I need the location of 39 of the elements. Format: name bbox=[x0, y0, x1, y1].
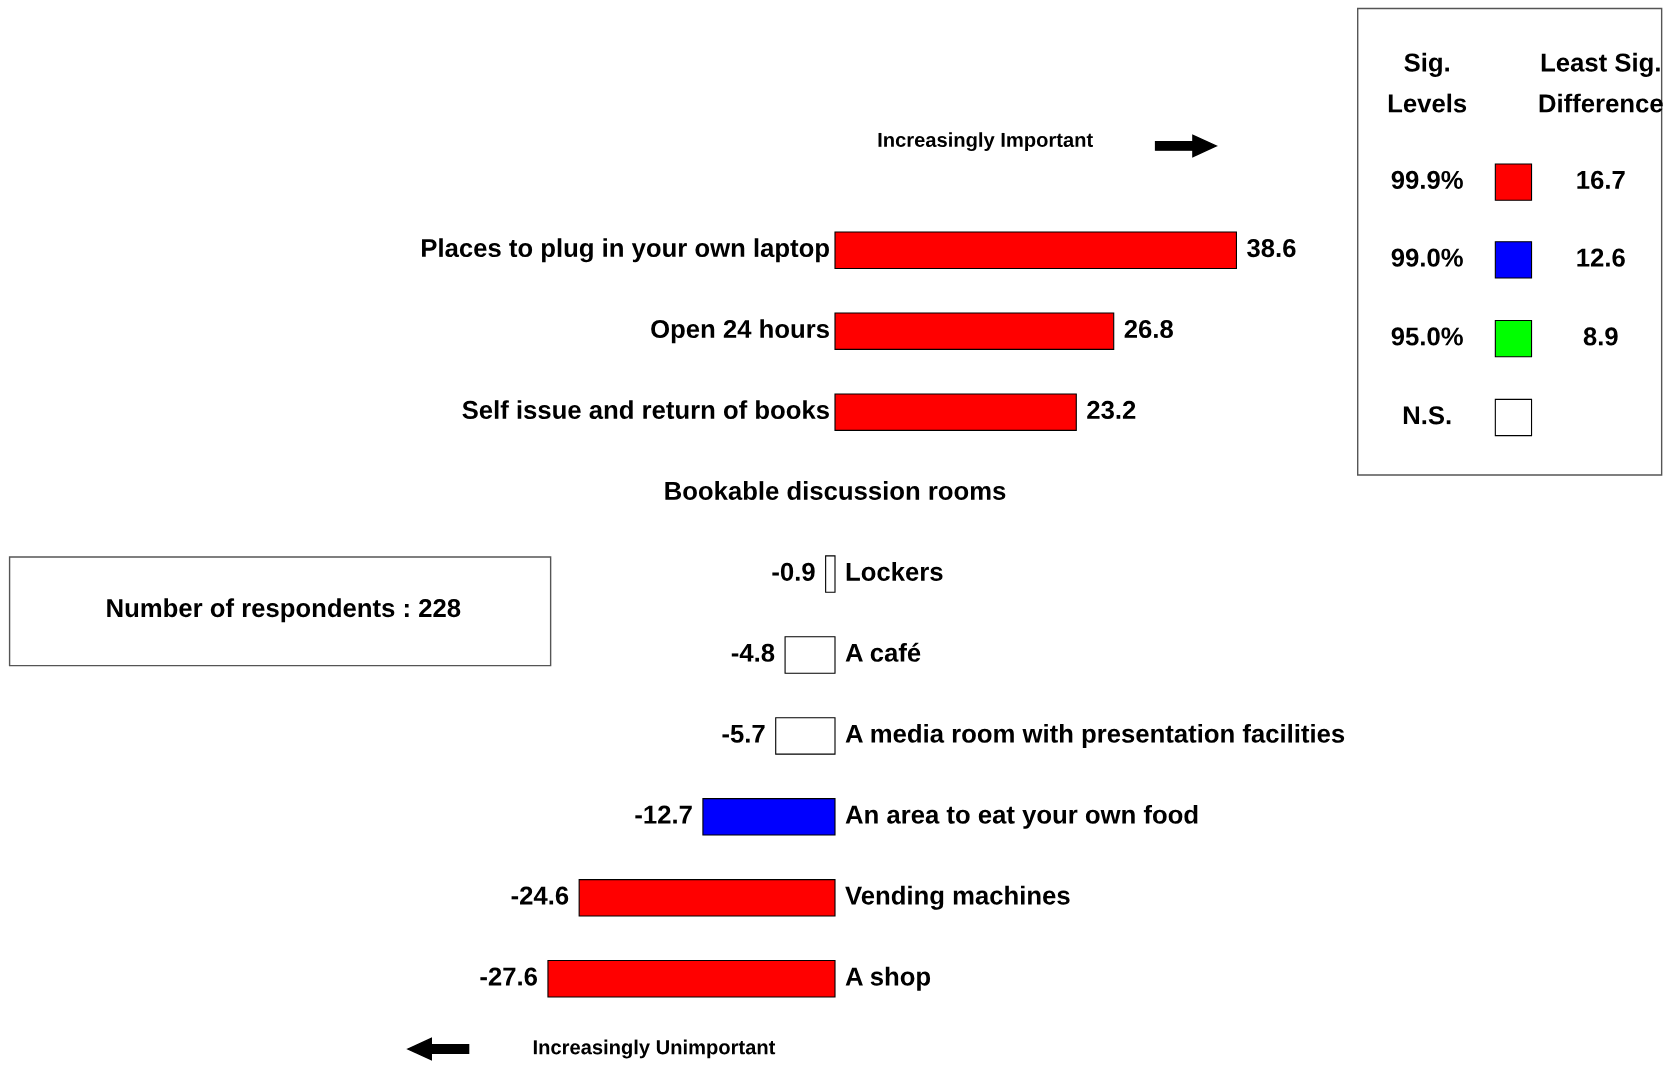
bar bbox=[547, 959, 836, 998]
bar bbox=[775, 717, 836, 755]
text: 8.9 bbox=[1583, 327, 1618, 346]
text: 16.7 bbox=[1577, 170, 1625, 190]
data-label: -0.9 bbox=[772, 562, 815, 581]
bar bbox=[702, 798, 836, 836]
legend-label: 99.0% bbox=[1391, 248, 1463, 267]
data-label: -12.7 bbox=[635, 805, 692, 824]
y-tick-label: A shop bbox=[845, 966, 931, 991]
legend-label: N.S. bbox=[1403, 406, 1451, 425]
bar bbox=[784, 636, 836, 674]
y-tick-label: Lockers bbox=[846, 562, 943, 581]
bar bbox=[834, 312, 1115, 350]
data-label: -24.6 bbox=[511, 886, 569, 905]
bar bbox=[834, 393, 1077, 431]
bar bbox=[578, 879, 836, 917]
text: Number of respondents : 228 bbox=[107, 598, 461, 623]
text: Increasingly Important bbox=[878, 132, 1093, 152]
data-label: -4.8 bbox=[731, 643, 775, 662]
legend-label: 99.9% bbox=[1391, 170, 1463, 190]
y-tick-label: A café bbox=[845, 642, 921, 662]
text: 12.6 bbox=[1577, 248, 1625, 267]
data-label: 26.8 bbox=[1124, 319, 1173, 339]
text: Increasingly Unimportant bbox=[533, 1039, 776, 1059]
data-label: -27.6 bbox=[480, 967, 538, 986]
y-tick-label: Places to plug in your own laptop bbox=[422, 238, 829, 263]
data-label: 38.6 bbox=[1247, 238, 1296, 258]
y-tick-label: Bookable discussion rooms bbox=[665, 481, 1006, 500]
y-tick-label: An area to eat your own food bbox=[845, 804, 1198, 829]
y-tick-label: Vending machines bbox=[845, 885, 1070, 910]
data-label: 23.2 bbox=[1087, 400, 1136, 420]
legend-title: Sig. Levels bbox=[1388, 52, 1467, 113]
y-tick-label: Self issue and return of books bbox=[462, 400, 829, 420]
data-label: -5.7 bbox=[722, 724, 765, 743]
legend-label: 95.0% bbox=[1391, 327, 1463, 346]
y-tick-label: A media room with presentation facilities bbox=[845, 723, 1345, 748]
y-tick-label: Open 24 hours bbox=[651, 319, 829, 344]
bar bbox=[825, 555, 836, 593]
bar bbox=[834, 231, 1237, 270]
